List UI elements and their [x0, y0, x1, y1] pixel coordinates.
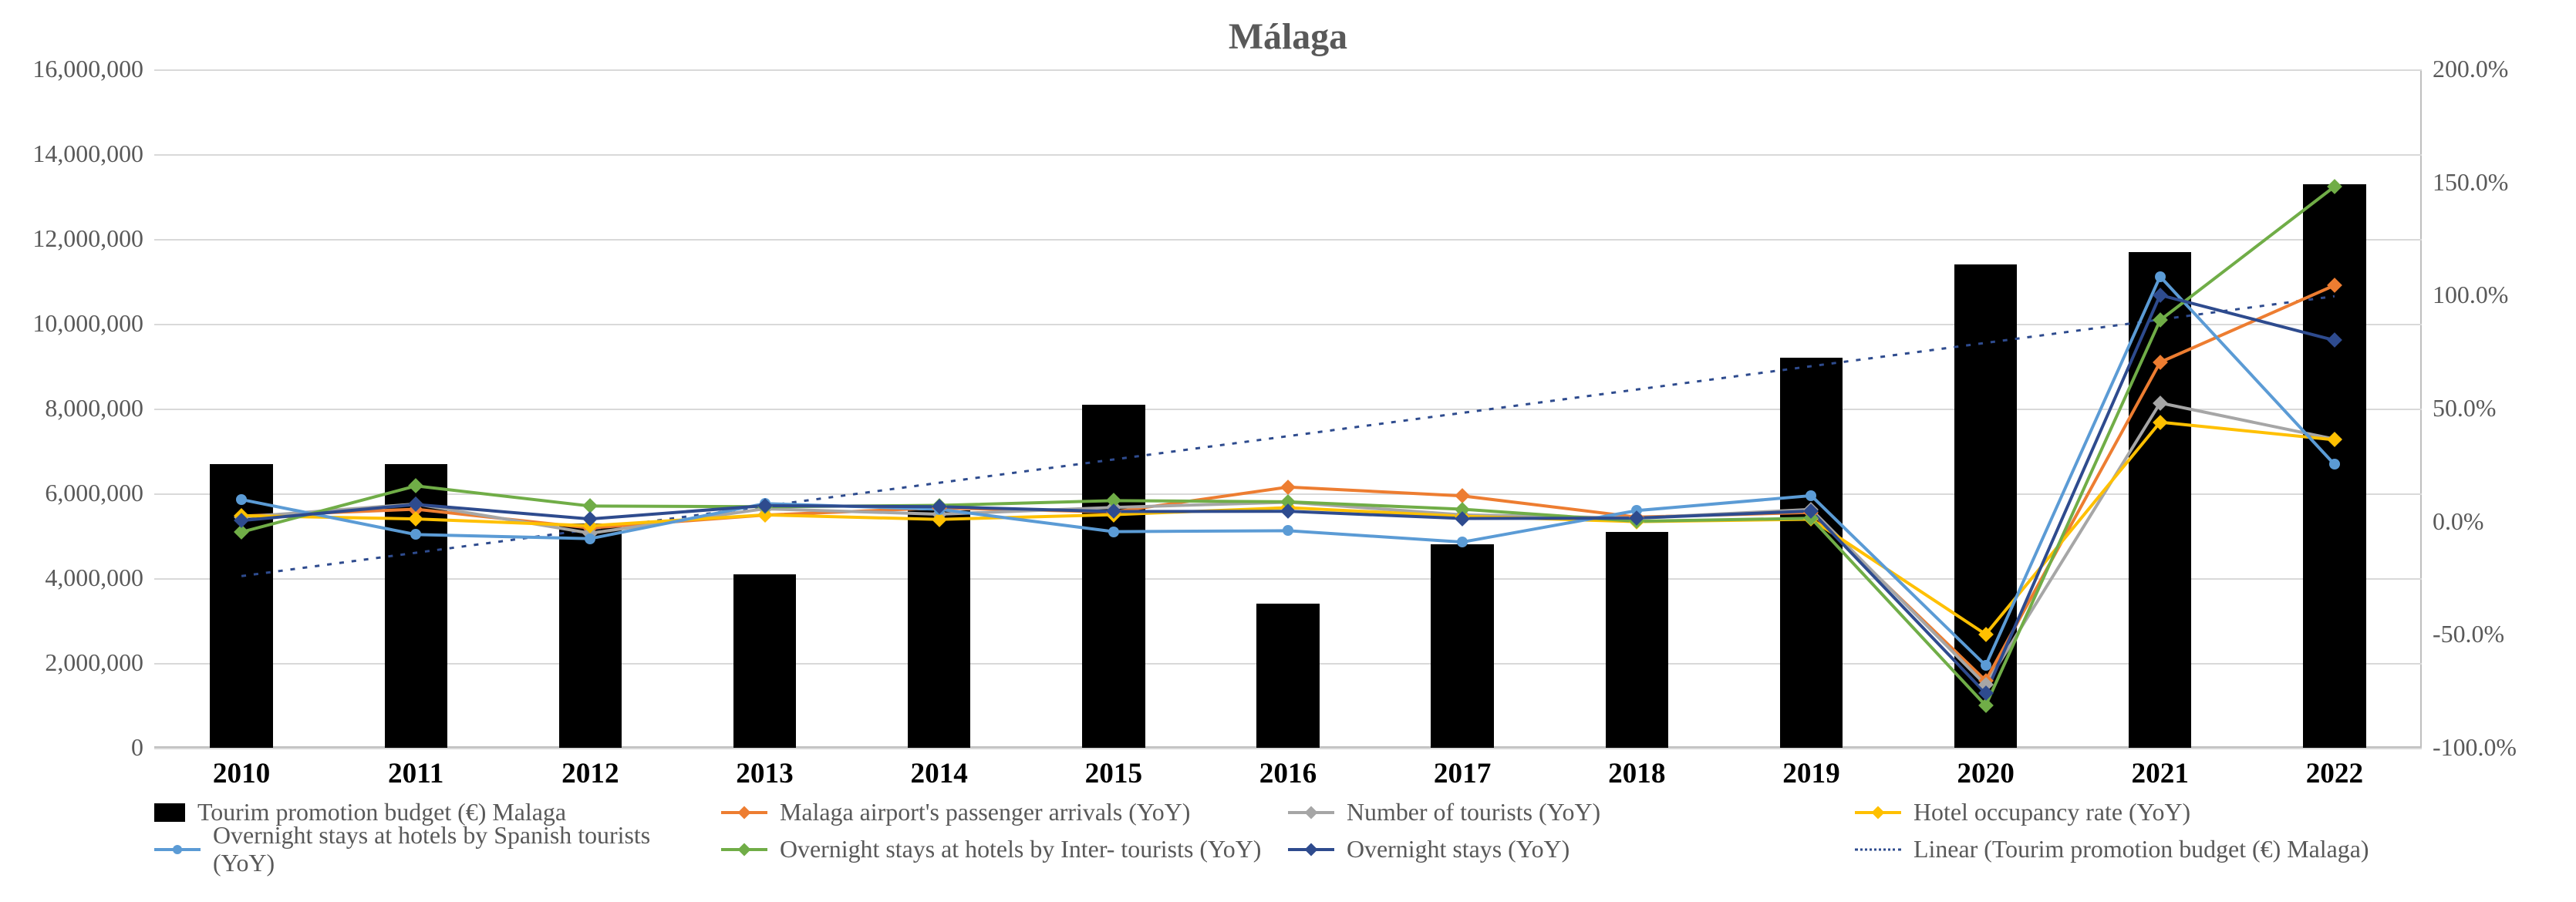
- legend-item: Overnight stays at hotels by Spanish tou…: [154, 831, 721, 868]
- y-left-tick-label: 6,000,000: [45, 480, 154, 507]
- legend-label: Malaga airport's passenger arrivals (YoY…: [780, 799, 1190, 826]
- legend-item: Hotel occupancy rate (YoY): [1855, 794, 2422, 831]
- x-tick-label: 2019: [1782, 748, 1839, 790]
- series-marker: [1981, 660, 1991, 671]
- x-tick-label: 2012: [561, 748, 619, 790]
- y-left-tick-label: 16,000,000: [32, 56, 154, 83]
- legend-swatch: [721, 803, 767, 822]
- y-right-tick-label: 0.0%: [2422, 508, 2483, 536]
- chart-title: Málaga: [0, 15, 2576, 58]
- legend-swatch: [1288, 840, 1334, 859]
- series-svg: [154, 69, 2422, 748]
- x-tick-label: 2018: [1608, 748, 1665, 790]
- series-line: [241, 277, 2335, 666]
- legend-label: Number of tourists (YoY): [1347, 799, 1600, 826]
- legend-item: Number of tourists (YoY): [1288, 794, 1855, 831]
- legend-item: Overnight stays at hotels by Inter- tour…: [721, 831, 1288, 868]
- legend-item: Overnight stays (YoY): [1288, 831, 1855, 868]
- x-tick-label: 2014: [910, 748, 967, 790]
- legend-item: Linear (Tourim promotion budget (€) Mala…: [1855, 831, 2422, 868]
- legend-swatch: [1288, 803, 1334, 822]
- legend-label: Linear (Tourim promotion budget (€) Mala…: [1913, 836, 2369, 863]
- series-marker: [410, 529, 421, 540]
- x-tick-label: 2020: [1957, 748, 2014, 790]
- x-tick-label: 2022: [2306, 748, 2363, 790]
- y-left-tick-label: 0: [131, 734, 154, 762]
- x-tick-label: 2015: [1085, 748, 1142, 790]
- y-right-tick-label: -50.0%: [2422, 621, 2504, 648]
- x-tick-label: 2017: [1434, 748, 1491, 790]
- malaga-chart: Málaga 02,000,0004,000,0006,000,0008,000…: [0, 0, 2576, 902]
- series-marker: [1457, 537, 1468, 547]
- y-left-tick-label: 14,000,000: [32, 140, 154, 168]
- legend-label: Overnight stays (YoY): [1347, 836, 1570, 863]
- legend-swatch: [721, 840, 767, 859]
- series-marker: [2329, 459, 2340, 470]
- legend-swatch: [154, 840, 201, 859]
- x-tick-label: 2010: [213, 748, 270, 790]
- y-left-tick-label: 4,000,000: [45, 564, 154, 592]
- series-marker: [236, 494, 247, 505]
- y-left-tick-label: 12,000,000: [32, 225, 154, 253]
- series-marker: [585, 533, 595, 544]
- x-tick-label: 2021: [2132, 748, 2189, 790]
- y-right-tick-label: -100.0%: [2422, 734, 2517, 762]
- legend-label: Overnight stays at hotels by Inter- tour…: [780, 836, 1261, 863]
- series-marker: [1806, 490, 1816, 501]
- y-right-tick-label: 50.0%: [2422, 395, 2496, 422]
- legend-label: Overnight stays at hotels by Spanish tou…: [213, 822, 698, 877]
- y-right-tick-label: 200.0%: [2422, 56, 2508, 83]
- y-right-tick-label: 100.0%: [2422, 281, 2508, 309]
- plot-area: 02,000,0004,000,0006,000,0008,000,00010,…: [154, 69, 2422, 748]
- y-left-tick-label: 10,000,000: [32, 310, 154, 338]
- y-left-tick-label: 8,000,000: [45, 395, 154, 422]
- x-tick-label: 2011: [388, 748, 443, 790]
- legend-item: Malaga airport's passenger arrivals (YoY…: [721, 794, 1288, 831]
- series-marker: [2155, 271, 2166, 282]
- series-marker: [1108, 527, 1119, 537]
- series-marker: [1283, 525, 1293, 536]
- y-left-tick-label: 2,000,000: [45, 649, 154, 677]
- series-line: [241, 187, 2335, 705]
- legend: Tourim promotion budget (€) MalagaMalaga…: [154, 794, 2422, 868]
- legend-swatch: [1855, 840, 1901, 859]
- y-right-tick-label: 150.0%: [2422, 169, 2508, 197]
- x-tick-label: 2016: [1259, 748, 1317, 790]
- legend-label: Hotel occupancy rate (YoY): [1913, 799, 2190, 826]
- series-line: [241, 403, 2335, 685]
- legend-swatch: [154, 803, 185, 822]
- x-tick-label: 2013: [736, 748, 793, 790]
- legend-swatch: [1855, 803, 1901, 822]
